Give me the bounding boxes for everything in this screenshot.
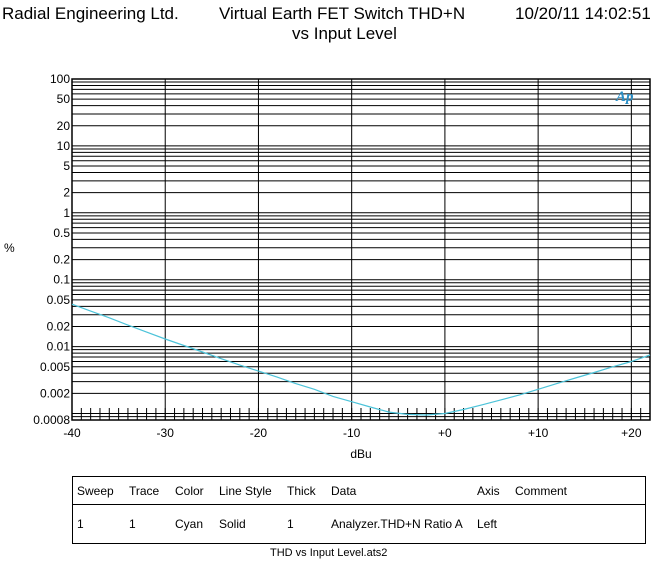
y-tick-label: 100 <box>50 72 70 86</box>
y-tick-label: 50 <box>57 92 71 106</box>
legend-header-sweep: Sweep <box>72 476 125 505</box>
y-tick-label: 0.2 <box>53 253 70 267</box>
y-tick-label: 10 <box>57 139 71 153</box>
legend-header-line-style: Line Style <box>215 476 283 505</box>
x-tick-label: +10 <box>528 426 549 440</box>
y-tick-label: 2 <box>63 186 70 200</box>
legend-cell-data: Analyzer.THD+N Ratio A <box>331 517 463 531</box>
trace-legend-table: Sweep Trace Color Line Style Thick Data … <box>72 476 646 544</box>
x-tick-label: -30 <box>157 426 175 440</box>
plot-frame <box>71 78 651 421</box>
x-tick-label: +0 <box>438 426 452 440</box>
y-tick-label: 0.01 <box>47 340 71 354</box>
legend-cell-comment <box>511 505 646 544</box>
timestamp: 10/20/11 14:02:51 <box>515 4 651 23</box>
legend-cell-trace: 1 <box>129 517 136 531</box>
legend-header-thick: Thick <box>283 476 327 505</box>
chart-subtitle: vs Input Level <box>292 24 397 43</box>
series-line <box>71 303 651 416</box>
legend-header-row: Sweep Trace Color Line Style Thick Data … <box>72 476 646 505</box>
y-tick-label: 0.02 <box>47 319 71 333</box>
y-tick-label: 0.002 <box>40 386 70 400</box>
legend-header-trace: Trace <box>125 476 171 505</box>
legend-cell-thick: 1 <box>287 517 294 531</box>
legend-header-data: Data <box>327 476 473 505</box>
x-tick-label: -20 <box>250 426 268 440</box>
footer-filename: THD vs Input Level.ats2 <box>270 547 388 559</box>
legend-header-axis: Axis <box>473 476 511 505</box>
thd-chart: 100 50 20 10 5 2 1 0.5 0.2 0.1 0.05 0.02 0.01 0.005 0.… <box>4 72 651 461</box>
y-axis-label: % <box>4 241 15 255</box>
y-tick-label: 1 <box>63 206 70 220</box>
y-tick-label: 20 <box>57 119 71 133</box>
x-tick-label: -10 <box>343 426 361 440</box>
x-axis-label: dBu <box>350 447 371 461</box>
y-tick-label: 5 <box>63 159 70 173</box>
y-tick-label: 0.005 <box>40 360 70 374</box>
company-name: Radial Engineering Ltd. <box>2 4 179 23</box>
x-tick-label: +20 <box>621 426 642 440</box>
y-tick-label: 0.5 <box>53 226 70 240</box>
y-tick-label: 0.05 <box>47 293 71 307</box>
legend-row: 1 1 Cyan Solid 1 Analyzer.THD+N Ratio A … <box>73 505 646 544</box>
legend-cell-color: Cyan <box>175 517 204 531</box>
y-tick-label: 0.0008 <box>33 413 70 427</box>
legend-cell-axis: Left <box>477 517 498 531</box>
legend-header-color: Color <box>171 476 215 505</box>
ap-logo: Ap <box>615 89 634 105</box>
legend-cell-line-style: Solid <box>219 517 246 531</box>
x-tick-label: -40 <box>63 426 81 440</box>
y-tick-label: 0.1 <box>53 273 70 287</box>
legend-cell-sweep: 1 <box>77 517 84 531</box>
chart-title: Virtual Earth FET Switch THD+N <box>219 4 466 23</box>
legend-header-comment: Comment <box>511 476 646 505</box>
